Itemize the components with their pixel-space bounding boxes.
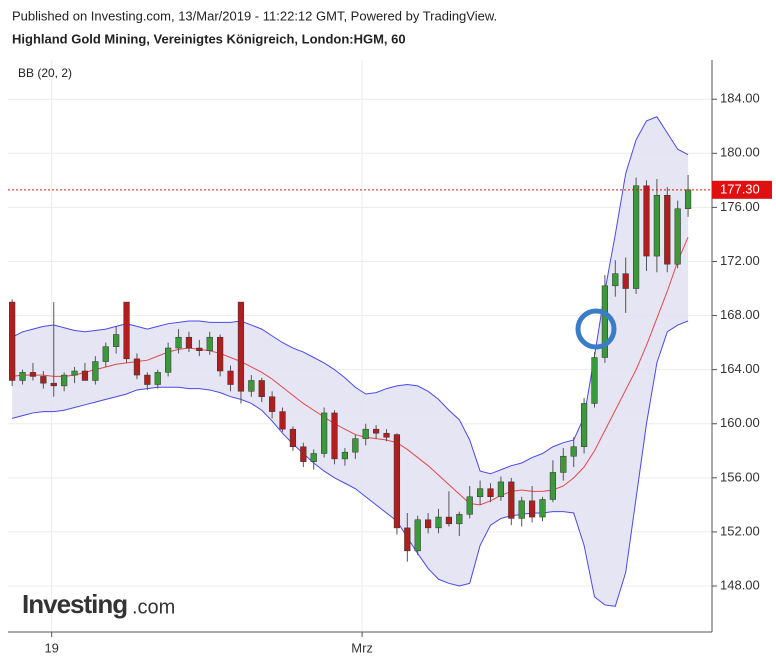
candle-body xyxy=(279,411,286,430)
x-tick-label: Mrz xyxy=(351,640,373,655)
candle-body xyxy=(92,361,99,381)
candle-body xyxy=(300,446,307,462)
candle-body xyxy=(165,347,172,373)
y-tick-label: 176.00 xyxy=(720,199,760,214)
band-line xyxy=(12,236,689,506)
candle-body xyxy=(497,481,505,498)
chart-title: Highland Gold Mining, Vereinigtes Königr… xyxy=(12,31,406,46)
y-tick-label: 180.00 xyxy=(720,145,760,160)
logo: Investing xyxy=(22,589,127,619)
candle-body xyxy=(425,519,432,529)
candle-body xyxy=(258,380,265,397)
y-tick-label: 168.00 xyxy=(720,307,760,322)
plot-area xyxy=(8,60,712,632)
candle-body xyxy=(601,285,609,358)
candle-body xyxy=(456,514,463,525)
candle-body xyxy=(331,412,338,460)
candle-body xyxy=(632,185,640,289)
candle-body xyxy=(185,336,193,349)
candle-body xyxy=(664,194,671,265)
candle-body xyxy=(580,403,588,447)
x-tick-label: 19 xyxy=(44,640,58,655)
candle-body xyxy=(653,194,660,257)
candle-body xyxy=(175,336,182,349)
candle-body xyxy=(393,434,401,529)
candle-body xyxy=(154,372,161,385)
candle-body xyxy=(622,273,629,289)
candle-body xyxy=(570,446,577,457)
candle-body xyxy=(643,185,650,257)
header: Published on Investing.com, 13/Mar/2019 … xyxy=(12,8,497,23)
candle-body xyxy=(487,488,494,498)
candle-body xyxy=(133,358,141,376)
y-tick-label: 152.00 xyxy=(720,523,760,538)
candle-body xyxy=(508,481,515,519)
candle-body xyxy=(196,347,203,351)
candle-body xyxy=(217,336,224,372)
candle-body xyxy=(373,428,380,434)
candle-body xyxy=(445,516,453,525)
y-tick-label: 160.00 xyxy=(720,415,760,430)
candle-body xyxy=(71,370,78,376)
candle-body xyxy=(352,438,359,453)
candle-body xyxy=(248,380,255,392)
highlight-circle xyxy=(575,308,617,350)
band-fill xyxy=(12,116,689,607)
candle-body xyxy=(560,455,567,473)
candle-body xyxy=(612,273,619,287)
y-tick-label: 156.00 xyxy=(720,469,760,484)
candle-body xyxy=(466,496,473,515)
candle-body xyxy=(144,374,151,385)
candle-body xyxy=(435,516,442,529)
y-tick-label: 148.00 xyxy=(720,577,760,592)
candle-body xyxy=(40,376,47,384)
candle-body xyxy=(81,370,89,381)
y-tick-label: 164.00 xyxy=(720,361,760,376)
candle-body xyxy=(414,519,421,552)
candle-body xyxy=(206,336,213,351)
candle-body xyxy=(362,428,369,439)
candle-body xyxy=(269,396,276,412)
candle-body xyxy=(102,346,109,362)
candle-body xyxy=(19,372,26,381)
candle-body xyxy=(341,451,349,460)
candle-body xyxy=(528,500,536,518)
candle-body xyxy=(518,500,525,519)
candle-body xyxy=(591,357,598,404)
candle-body xyxy=(383,432,390,438)
band-line xyxy=(12,320,689,607)
candle-body xyxy=(310,453,317,462)
candle-body xyxy=(539,499,546,518)
candle-body xyxy=(674,208,681,265)
candle-body xyxy=(29,372,37,377)
candle-body xyxy=(50,382,57,387)
indicator-label: BB (20, 2) xyxy=(18,66,72,80)
logo-suffix: .com xyxy=(132,596,175,618)
candle-body xyxy=(476,488,484,498)
candle-body xyxy=(289,428,297,447)
candle-body xyxy=(549,472,557,500)
candle-body xyxy=(321,412,328,454)
candle-body xyxy=(227,370,234,385)
y-tick-label: 172.00 xyxy=(720,253,760,268)
candle-body xyxy=(113,334,120,347)
y-tick-label: 184.00 xyxy=(720,91,760,106)
candle-body xyxy=(61,374,68,387)
candle-body xyxy=(684,189,692,209)
candle-body xyxy=(404,527,411,552)
candle-body xyxy=(9,301,16,381)
candle-body xyxy=(123,301,130,360)
last-price-box xyxy=(712,180,772,199)
last-price-label: 177.30 xyxy=(720,181,760,196)
candle-body xyxy=(237,301,245,392)
